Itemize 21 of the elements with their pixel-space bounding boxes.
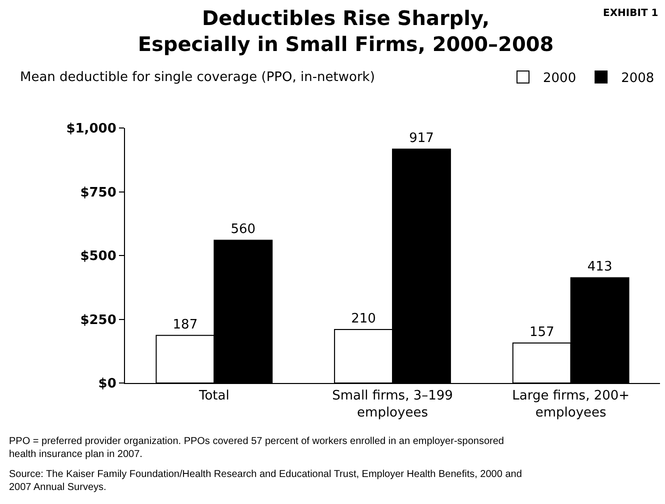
y-tick-label: $250 [80,312,116,328]
x-tick-label: Large firms, 200+ employees [512,388,630,420]
text: PPO = preferred provider organization. PPOs covered 57 percent of workers enrolled in an employer-sponsored health insurance plan in 2007. [9,436,504,460]
data-label: 917 [409,131,434,146]
data-label: 413 [587,260,612,275]
y-tick-label: $500 [80,249,116,264]
chart-subtitle: Mean deductible for single coverage (PPO, in-network) [20,70,375,85]
chart-title: Deductibles Rise Sharply, Especially in Small Firms, 2000–2008 [138,6,554,56]
data-label: 210 [351,311,376,326]
x-tick-label: Total [198,388,230,404]
legend-label: 2008 [621,71,654,86]
text: EXHIBIT 1 [603,8,658,19]
y-tick-label: $1,000 [66,122,116,137]
data-label: 187 [172,317,198,332]
y-tick-label: $750 [80,185,116,200]
data-label: 157 [529,324,554,340]
legend-label: 2000 [543,71,576,86]
y-tick-label: $0 [98,376,116,392]
data-label: 560 [230,222,256,238]
x-tick-label: Small firms, 3–199 employees [332,388,453,420]
source-note: Source: The Kaiser Family Foundation/Health Research and Educational Trust, Employer Health Benefits, 2000 and 2007 Annual Surveys. [9,469,522,493]
